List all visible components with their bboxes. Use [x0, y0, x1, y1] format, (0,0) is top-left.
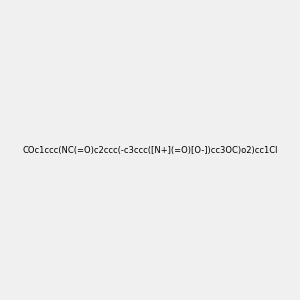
Text: COc1ccc(NC(=O)c2ccc(-c3ccc([N+](=O)[O-])cc3OC)o2)cc1Cl: COc1ccc(NC(=O)c2ccc(-c3ccc([N+](=O)[O-])…	[22, 146, 278, 154]
